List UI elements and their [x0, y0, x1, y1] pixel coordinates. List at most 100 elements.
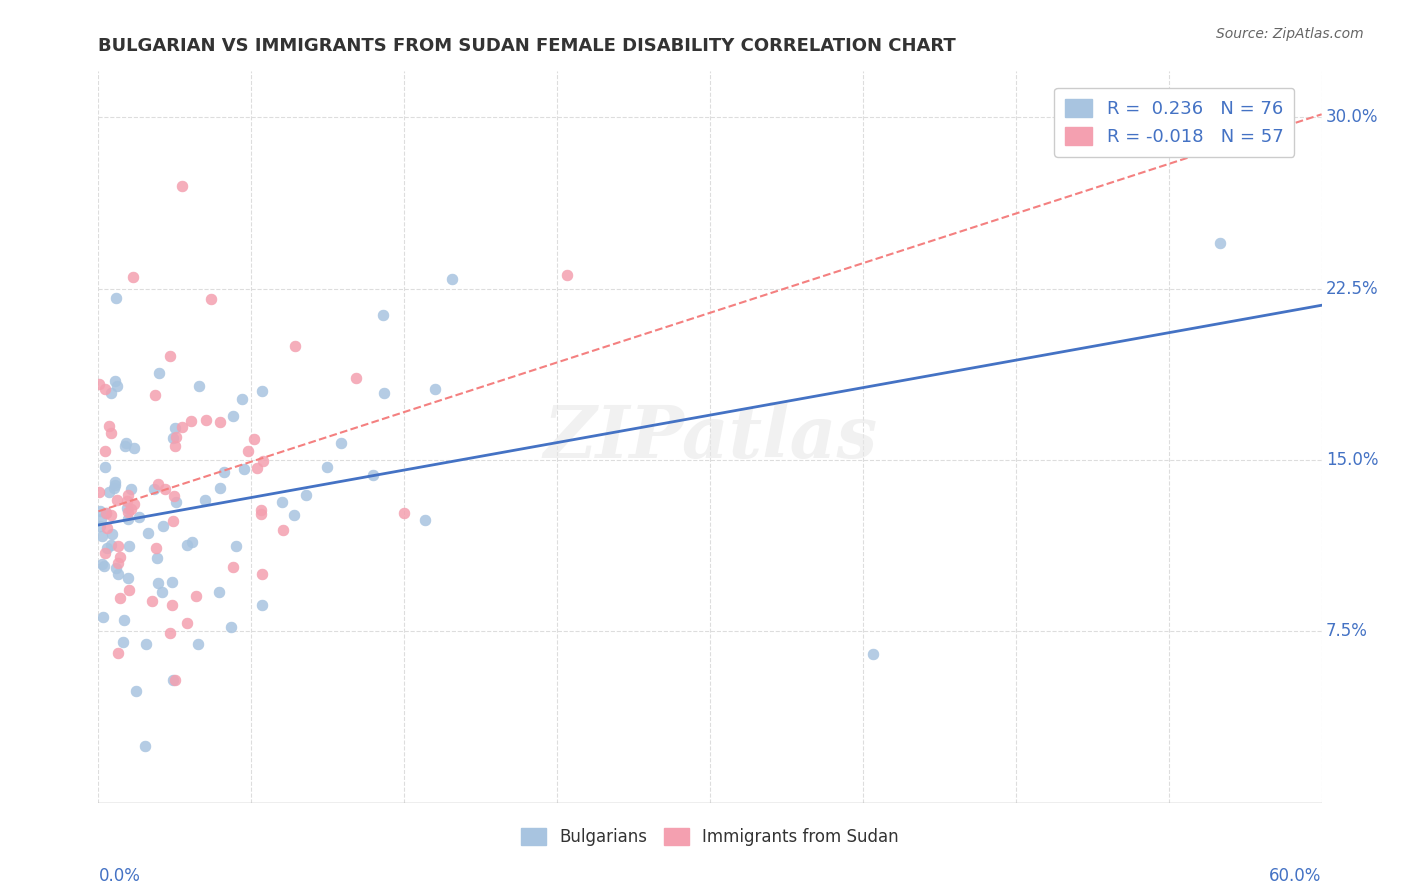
Point	[150, 585, 173, 599]
Point	[118, 582, 141, 597]
Text: 15.0%: 15.0%	[1326, 451, 1378, 469]
Point	[93, 382, 115, 396]
Point	[105, 560, 128, 574]
Point	[89, 377, 111, 392]
Point	[187, 637, 209, 651]
Point	[93, 459, 115, 474]
Point	[225, 540, 247, 554]
Point	[93, 559, 115, 574]
Text: 7.5%: 7.5%	[1326, 623, 1368, 640]
Point	[148, 477, 170, 491]
Point	[110, 591, 132, 605]
Point	[89, 485, 111, 500]
Point	[122, 270, 145, 285]
Point	[100, 538, 122, 552]
Point	[100, 425, 122, 440]
Point	[249, 503, 271, 517]
Point	[105, 292, 128, 306]
Point	[114, 439, 136, 453]
Point	[252, 598, 274, 612]
Point	[104, 475, 127, 489]
Text: 22.5%: 22.5%	[1326, 279, 1378, 298]
Point	[160, 574, 183, 589]
Point	[231, 392, 253, 407]
Point	[96, 541, 118, 555]
Legend: Bulgarians, Immigrants from Sudan: Bulgarians, Immigrants from Sudan	[515, 822, 905, 853]
Point	[153, 482, 176, 496]
Point	[862, 647, 884, 661]
Point	[163, 673, 186, 688]
Point	[250, 384, 273, 399]
Point	[94, 443, 117, 458]
Point	[250, 566, 273, 581]
Point	[295, 488, 318, 502]
Point	[200, 292, 222, 306]
Point	[118, 539, 141, 553]
Point	[136, 525, 159, 540]
Point	[120, 482, 142, 496]
Point	[107, 646, 129, 660]
Point	[100, 386, 122, 401]
Point	[180, 414, 202, 428]
Point	[236, 443, 259, 458]
Point	[143, 482, 166, 496]
Point	[103, 482, 125, 496]
Point	[89, 503, 111, 517]
Point	[329, 435, 352, 450]
Point	[181, 535, 204, 549]
Point	[555, 268, 579, 282]
Text: 60.0%: 60.0%	[1270, 867, 1322, 885]
Point	[162, 673, 184, 688]
Point	[222, 560, 245, 574]
Point	[124, 441, 146, 455]
Point	[107, 540, 129, 554]
Point	[107, 556, 129, 570]
Point	[176, 539, 198, 553]
Point	[1209, 235, 1232, 250]
Point	[162, 431, 184, 445]
Point	[124, 684, 146, 698]
Point	[98, 419, 121, 434]
Text: Source: ZipAtlas.com: Source: ZipAtlas.com	[1216, 27, 1364, 41]
Point	[222, 409, 245, 423]
Point	[146, 551, 169, 566]
Point	[115, 436, 138, 450]
Point	[195, 413, 218, 427]
Point	[98, 484, 121, 499]
Point	[159, 349, 181, 363]
Point	[96, 521, 118, 535]
Point	[160, 598, 183, 612]
Point	[152, 518, 174, 533]
Point	[148, 366, 170, 380]
Point	[115, 500, 138, 515]
Point	[423, 382, 446, 396]
Text: 0.0%: 0.0%	[98, 867, 141, 885]
Point	[117, 505, 139, 519]
Point	[440, 272, 463, 286]
Point	[392, 506, 416, 520]
Point	[107, 567, 129, 582]
Point	[159, 626, 181, 640]
Point	[252, 454, 274, 468]
Point	[111, 635, 134, 649]
Point	[246, 461, 269, 475]
Point	[120, 501, 142, 516]
Point	[108, 550, 131, 565]
Point	[117, 571, 139, 585]
Point	[104, 478, 127, 492]
Point	[172, 419, 194, 434]
Point	[134, 739, 156, 754]
Point	[128, 510, 150, 524]
Point	[162, 514, 184, 528]
Point	[209, 481, 232, 495]
Point	[135, 636, 157, 650]
Point	[89, 518, 111, 533]
Point	[105, 379, 128, 393]
Point	[90, 512, 112, 526]
Point	[271, 524, 294, 538]
Point	[233, 461, 256, 475]
Point	[284, 338, 307, 352]
Point	[148, 576, 170, 591]
Point	[165, 495, 187, 509]
Point	[186, 589, 208, 603]
